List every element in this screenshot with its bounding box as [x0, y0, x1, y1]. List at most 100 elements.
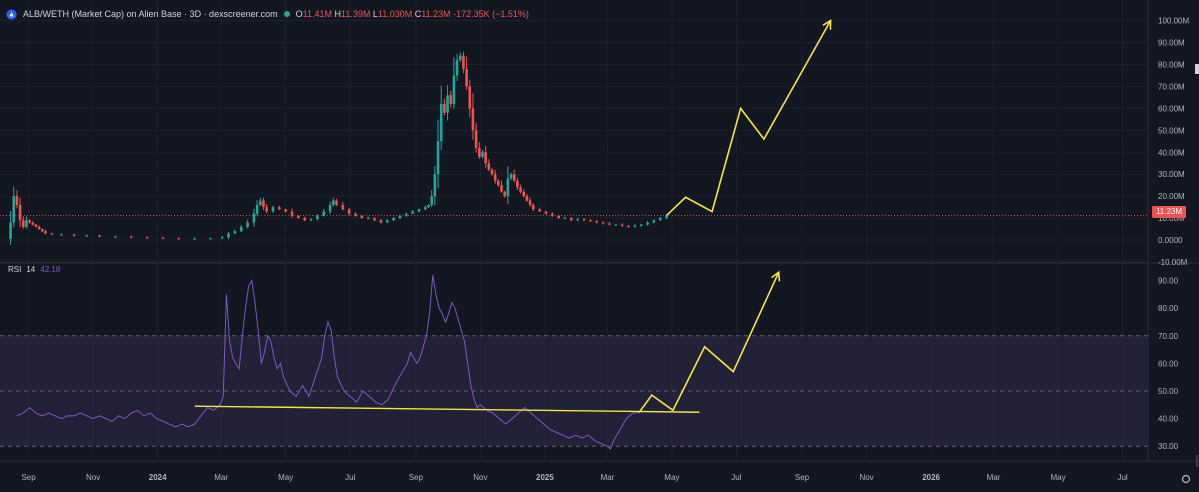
price-projection-line	[666, 20, 832, 216]
x-tick-label: Mar	[987, 473, 1001, 482]
candle-body	[161, 237, 165, 239]
candle-body	[633, 225, 637, 227]
price-tick-label: 80.00M	[1158, 60, 1185, 69]
candle-body	[322, 211, 326, 216]
candle-body	[417, 209, 421, 212]
candle-body	[21, 220, 25, 227]
rsi-projection-line	[638, 271, 780, 414]
candle-body	[255, 204, 259, 214]
candle-body	[595, 221, 599, 223]
rsi-trendline	[194, 405, 700, 413]
candle-body	[471, 108, 475, 131]
candle-body	[354, 213, 357, 216]
candle-body	[557, 215, 560, 219]
candle-body	[303, 218, 307, 221]
candle-body	[265, 207, 268, 212]
high-value: 11.39M	[340, 9, 371, 19]
price-tick-label: 60.00M	[1158, 104, 1185, 113]
candle-body	[258, 200, 262, 205]
candle-body	[309, 219, 313, 221]
candle-body	[12, 196, 16, 223]
candle-body	[439, 103, 443, 142]
exchange-logo-icon	[6, 8, 17, 20]
candle-body	[551, 213, 554, 216]
candle-body	[366, 218, 370, 220]
candle-body	[31, 222, 35, 225]
low-key: L	[372, 9, 378, 19]
candle-body	[525, 196, 529, 201]
candle-body	[246, 222, 249, 227]
candle-body	[484, 152, 487, 164]
candle-body	[278, 207, 281, 210]
candle-body	[582, 219, 586, 221]
candle-body	[341, 204, 345, 210]
chart-header: ALB/WETH (Market Cap) on Alien Base · 3D…	[6, 7, 529, 21]
x-tick-label: Sep	[409, 473, 424, 482]
candle-body	[252, 213, 256, 223]
candle-body	[490, 169, 494, 175]
candle-body	[411, 211, 414, 214]
x-tick-label: Mar	[214, 473, 228, 482]
settings-gear-icon[interactable]	[1181, 474, 1191, 484]
x-tick-label: Jul	[731, 473, 741, 482]
rsi-length: 14	[26, 265, 36, 274]
x-tick-label: Sep	[21, 473, 36, 482]
candle-body	[503, 191, 506, 197]
x-tick-label: 2025	[536, 473, 554, 482]
candle-body	[452, 75, 456, 104]
candle-body	[665, 215, 668, 219]
price-tick-label: 50.00M	[1158, 126, 1185, 135]
candle-body	[85, 235, 89, 237]
rsi-value: 42.18	[40, 265, 61, 274]
candle-body	[25, 220, 28, 227]
ohlc-readout: O11.41M H11.39M L11.030M C11.23M -172.35…	[296, 9, 529, 19]
candle-body	[404, 213, 408, 216]
candle-body	[601, 222, 605, 224]
price-tick-label: 30.00M	[1158, 170, 1185, 179]
close-value: 11.23M	[421, 9, 451, 19]
candle-body	[627, 225, 630, 227]
candle-body	[328, 204, 332, 212]
candle-body	[497, 180, 500, 186]
candle-body	[335, 200, 338, 205]
candle-body	[227, 233, 230, 238]
price-tick-label: 0.0000	[1158, 236, 1183, 245]
price-tick-label: 20.00M	[1158, 192, 1185, 201]
candle-body	[563, 218, 567, 220]
candle-body	[50, 233, 54, 235]
candle-body	[72, 234, 76, 236]
change-value: -172.35K (−1.51%)	[453, 9, 529, 19]
candle-body	[28, 220, 31, 223]
rsi-band	[0, 335, 1148, 447]
candle-body	[570, 218, 573, 221]
price-tick-label: 40.00M	[1158, 148, 1185, 157]
rsi-header: RSI 14 42.18	[8, 265, 60, 274]
candle-body	[455, 60, 459, 76]
rsi-line	[16, 274, 640, 450]
price-projection-arrowhead	[822, 19, 832, 30]
candle-body	[620, 224, 624, 226]
candle-body	[129, 236, 133, 238]
candle-body	[347, 209, 351, 214]
price-tick-label: -10.00M	[1158, 258, 1188, 267]
candle-body	[478, 147, 481, 157]
candle-body	[398, 215, 402, 219]
price-scale-handle-icon	[1195, 64, 1199, 74]
open-key: O	[295, 9, 303, 19]
candle-body	[37, 226, 41, 230]
candle-body	[239, 226, 243, 232]
candle-body	[531, 204, 535, 210]
rsi-tick-label: 60.00	[1158, 359, 1179, 368]
candle-body	[385, 220, 389, 223]
candle-body	[360, 215, 364, 219]
candle-body	[481, 152, 484, 157]
candle-body	[433, 174, 437, 197]
rsi-tick-label: 30.00	[1158, 442, 1179, 451]
x-tick-label: Nov	[86, 473, 100, 482]
candle-body	[449, 95, 453, 104]
candle-body	[379, 220, 383, 223]
candle-body	[15, 196, 19, 205]
candle-body	[424, 207, 427, 210]
candle-body	[430, 196, 433, 205]
